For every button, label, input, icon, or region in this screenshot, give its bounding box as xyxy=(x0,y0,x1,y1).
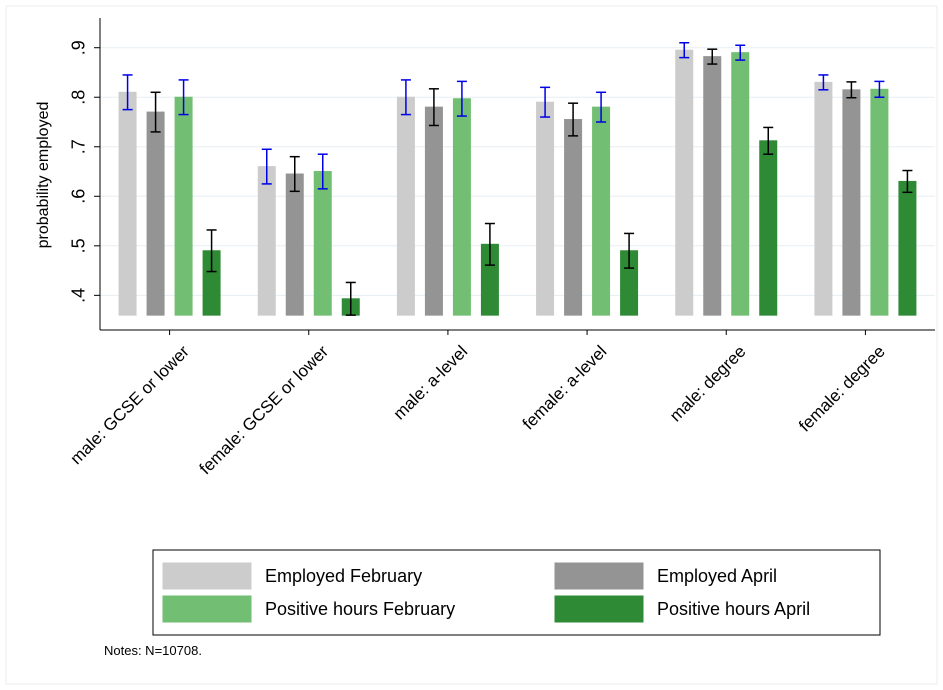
y-tick-label: .4 xyxy=(69,288,89,303)
bar xyxy=(424,106,443,316)
bar xyxy=(759,140,778,316)
bar xyxy=(118,91,137,316)
legend-swatch xyxy=(162,595,252,623)
bar xyxy=(313,171,332,316)
bar xyxy=(452,98,471,316)
legend-label: Positive hours February xyxy=(265,599,455,619)
legend-label: Positive hours April xyxy=(657,599,810,619)
y-tick-label: .5 xyxy=(69,238,89,253)
y-tick-label: .7 xyxy=(69,139,89,154)
bar xyxy=(814,81,833,316)
bar xyxy=(257,166,276,316)
legend-label: Employed February xyxy=(265,566,422,586)
y-axis-label: probability employed xyxy=(35,102,52,249)
y-tick-label: .9 xyxy=(69,40,89,55)
bar xyxy=(703,56,722,316)
bar xyxy=(675,49,694,316)
bar xyxy=(592,106,611,316)
bar xyxy=(536,101,555,316)
bar xyxy=(898,180,917,316)
bar xyxy=(842,89,861,316)
bar xyxy=(285,173,304,316)
bar xyxy=(146,111,165,316)
bar xyxy=(174,96,193,316)
legend-box xyxy=(152,549,881,636)
y-tick-label: .6 xyxy=(69,189,89,204)
legend-label: Employed April xyxy=(657,566,777,586)
y-tick-label: .8 xyxy=(69,90,89,105)
legend-swatch xyxy=(554,562,644,590)
bar xyxy=(396,96,415,316)
notes: Notes: N=10708. xyxy=(104,643,202,658)
bar xyxy=(870,88,889,316)
bar xyxy=(731,52,750,316)
legend-swatch xyxy=(162,562,252,590)
legend-swatch xyxy=(554,595,644,623)
bar xyxy=(564,119,583,316)
